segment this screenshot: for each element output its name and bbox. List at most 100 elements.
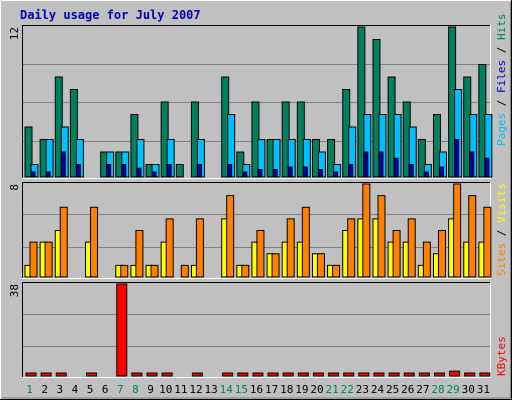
day-label: 20 [310, 383, 323, 396]
visits-bar [437, 230, 446, 278]
visits-bar [226, 195, 235, 278]
pages-bar [484, 157, 490, 178]
visits-bar [483, 206, 492, 278]
day-label: 22 [341, 383, 354, 396]
day-label: 29 [447, 383, 460, 396]
day-label: 4 [72, 383, 79, 396]
visits-bar [347, 218, 356, 278]
hits-bar [69, 89, 78, 178]
day-label: 16 [250, 383, 263, 396]
visits-bar [286, 218, 295, 278]
visits-bar [180, 264, 189, 278]
day-label: 19 [295, 383, 308, 396]
pages-bar [151, 171, 157, 178]
kbytes-bar [131, 372, 143, 377]
visits-bar [407, 218, 416, 278]
pages-bar [333, 171, 339, 178]
hits-bar [432, 114, 441, 178]
visits-bar [377, 195, 386, 278]
visits-bar [453, 183, 462, 278]
hits-bar [357, 26, 366, 178]
day-label: 10 [159, 383, 172, 396]
day-label: 21 [326, 383, 339, 396]
y-max-label: 8 [8, 184, 21, 191]
day-label: 1 [26, 383, 33, 396]
kbytes-bar [222, 372, 234, 377]
visits-bar [468, 195, 477, 278]
kbytes-bar [479, 372, 491, 377]
visits-bar [150, 264, 159, 278]
day-label: 12 [189, 383, 202, 396]
pages-bar [136, 167, 142, 178]
kbytes-bar [312, 372, 324, 377]
pages-bar [454, 139, 460, 178]
visits-bar [29, 241, 38, 278]
legend-hits-files-pages: Pages / Files / Hits [495, 14, 508, 147]
visits-bar [241, 264, 250, 278]
visits-bar [165, 218, 174, 278]
pages-bar [45, 171, 51, 178]
pages-bar [378, 151, 384, 178]
day-label: 9 [147, 383, 154, 396]
y-max-label: 12 [8, 27, 21, 40]
hits-bar [417, 139, 426, 178]
day-label: 2 [41, 383, 48, 396]
legend-kbytes: KBytes [495, 336, 508, 376]
visits-bar [332, 264, 341, 278]
kbytes-bar [40, 372, 52, 377]
hits-bar [327, 139, 336, 178]
day-label: 6 [102, 383, 109, 396]
visits-bar [316, 253, 325, 278]
kbytes-bar [191, 372, 203, 377]
visits-bar [271, 253, 280, 278]
pages-bar [408, 164, 414, 178]
kbytes-bar [25, 372, 37, 377]
pages-bar [30, 171, 36, 178]
visits-bar [195, 218, 204, 278]
pages-bar [302, 166, 308, 178]
day-label: 17 [265, 383, 278, 396]
files-bar [45, 139, 54, 178]
day-label: 28 [431, 383, 444, 396]
kbytes-bar [373, 372, 385, 377]
hits-bar [175, 164, 184, 178]
pages-bar [106, 164, 112, 178]
pages-bar [469, 151, 475, 178]
kbytes-bar [464, 372, 476, 377]
visits-bar [422, 241, 431, 278]
day-label: 14 [220, 383, 234, 396]
pages-bar [363, 151, 369, 178]
day-label: 15 [235, 383, 248, 396]
visits-bar [392, 230, 401, 278]
y-max-label: 38 [8, 284, 21, 297]
pages-bar [196, 164, 202, 178]
pages-bar [287, 166, 293, 178]
pages-bar [348, 164, 354, 178]
pages-bar [227, 164, 233, 178]
day-label: 30 [462, 383, 475, 396]
kbytes-bar [146, 372, 158, 377]
kbytes-bar [358, 372, 370, 377]
day-label: 8 [132, 383, 139, 396]
kbytes-bar [388, 372, 400, 377]
day-label: 27 [416, 383, 429, 396]
day-label: 26 [401, 383, 414, 396]
kbytes-bar [86, 372, 98, 377]
visits-bar [135, 230, 144, 278]
visits-bar [256, 230, 265, 278]
chart-title: Daily usage for July 2007 [20, 8, 201, 22]
kbytes-bar [449, 370, 461, 377]
kbytes-bar [252, 372, 264, 377]
pages-bar [423, 171, 429, 178]
day-label: 18 [280, 383, 293, 396]
kbytes-bar [237, 372, 249, 377]
day-label: 3 [57, 383, 64, 396]
day-label: 31 [477, 383, 490, 396]
day-label: 5 [87, 383, 94, 396]
pages-bar [166, 164, 172, 178]
day-label: 7 [117, 383, 124, 396]
day-label: 13 [204, 383, 217, 396]
visits-bar [301, 206, 310, 278]
pages-bar [438, 166, 444, 178]
